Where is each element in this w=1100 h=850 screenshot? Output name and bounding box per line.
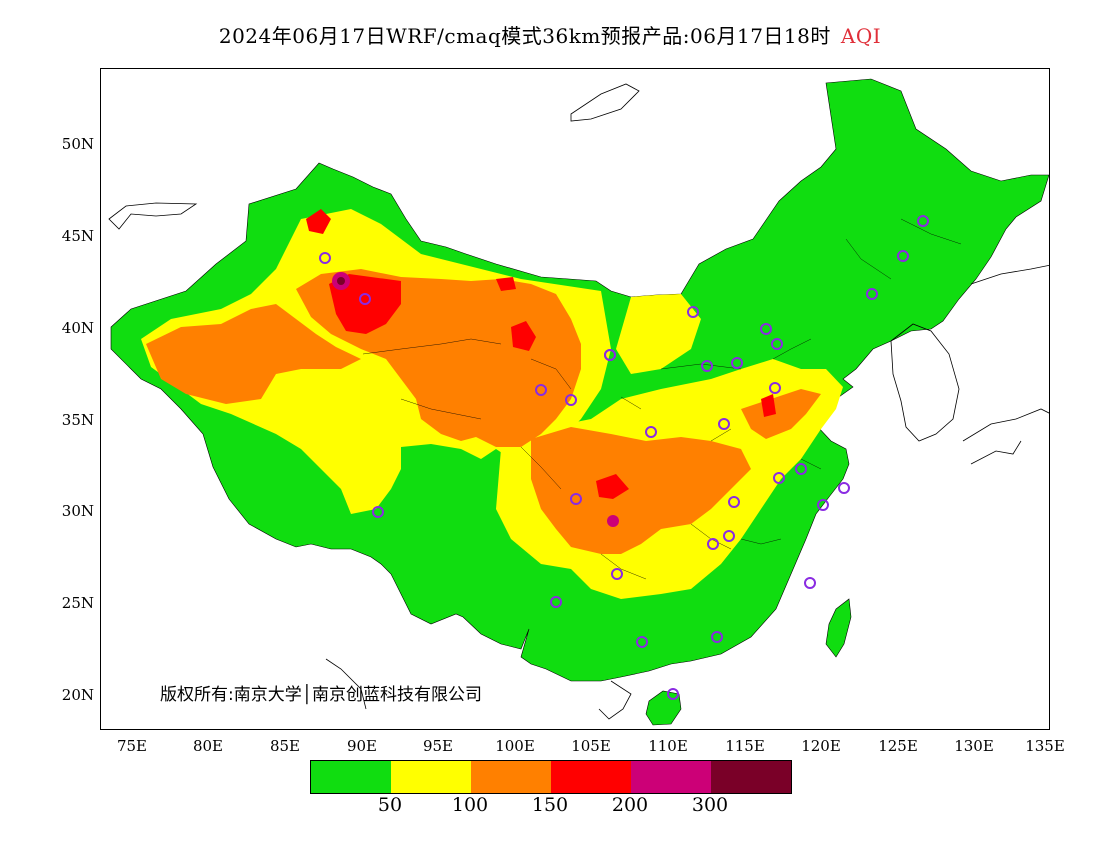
lon-label-75e: 75E [116,737,148,755]
aqi-zone-red-6 [761,394,776,417]
lon-label-120e: 120E [801,737,841,755]
station-marker [795,463,807,475]
station-marker [565,394,577,406]
title-main: 2024年06月17日WRF/cmaq模式36km预报产品:06月17日18时 [218,24,831,48]
lon-label-80e: 80E [192,737,224,755]
coast-japan [962,408,1049,465]
station-marker [897,250,909,262]
hainan-island [645,690,682,726]
station-marker [707,538,719,550]
station-marker [535,384,547,396]
station-marker [866,288,878,300]
copyright-text: 版权所有:南京大学│南京创蓝科技有限公司 [160,685,482,705]
station-marker [636,636,648,648]
station-marker [728,496,740,508]
legend-label-100: 100 [451,794,489,816]
taiwan-island [825,598,852,658]
province-boundaries [362,218,962,580]
station-marker [773,472,785,484]
station-marker [731,357,743,369]
lat-label-35n: 35N [61,411,94,429]
station-marker [667,688,679,700]
lon-label-135e: 135E [1025,737,1065,755]
legend-swatch-100-150 [471,761,551,793]
station-marker [611,568,623,580]
aqi-map [100,68,1050,730]
title-highlight: AQI [840,24,882,48]
aqi-zone-red-5 [496,277,516,291]
coast-caspian [108,202,198,230]
lon-label-130e: 130E [954,737,994,755]
aqi-zone-darkred-1 [337,277,345,285]
station-marker [723,530,735,542]
lat-label-50n: 50N [61,135,94,153]
legend-swatch-300-plus [711,761,791,793]
aqi-zone-red-4 [596,474,629,499]
station-marker [372,506,384,518]
station-marker [838,482,850,494]
aqi-zone-purple-2 [607,515,619,527]
legend-label-50: 50 [377,794,403,816]
legend-swatch-50-100 [391,761,471,793]
legend-swatch-150-200 [551,761,631,793]
aqi-zone-orange-west [146,304,361,404]
station-marker [687,306,699,318]
aqi-zone-red-3 [511,321,536,351]
station-marker [645,426,657,438]
lat-label-20n: 20N [61,686,94,704]
station-markers [319,215,929,700]
legend-swatch-200-300 [631,761,711,793]
station-marker [604,349,616,361]
station-marker [359,293,371,305]
station-marker [319,252,331,264]
legend-label-300: 300 [691,794,729,816]
aqi-zone-yellow-north [616,294,701,374]
legend-swatch-0-50 [311,761,391,793]
station-marker [711,631,723,643]
station-marker [718,418,730,430]
coast-indochina [325,658,632,720]
coast-russia-east [970,264,1049,285]
station-marker [760,323,772,335]
station-marker [570,493,582,505]
station-marker [550,596,562,608]
aqi-zone-red-2 [306,209,331,234]
coast-korea [890,323,960,442]
coast-north [570,83,640,122]
station-marker [769,382,781,394]
lat-label-30n: 30N [61,502,94,520]
chart-title: 2024年06月17日WRF/cmaq模式36km预报产品:06月17日18时 A… [0,20,1100,49]
aqi-zone-orange-central [531,427,751,554]
lat-label-40n: 40N [61,319,94,337]
lon-label-115e: 115E [725,737,765,755]
aqi-legend [310,760,792,794]
legend-label-200: 200 [611,794,649,816]
station-marker [804,577,816,589]
lon-label-125e: 125E [878,737,918,755]
station-marker [771,338,783,350]
lat-label-45n: 45N [61,227,94,245]
lon-label-110e: 110E [648,737,688,755]
aqi-zone-orange-east [741,389,821,439]
station-marker [917,215,929,227]
lon-label-85e: 85E [269,737,301,755]
station-marker [817,499,829,511]
legend-label-150: 150 [531,794,569,816]
lon-label-95e: 95E [422,737,454,755]
lat-label-25n: 25N [61,594,94,612]
lon-label-105e: 105E [571,737,611,755]
lon-label-90e: 90E [346,737,378,755]
station-marker [701,360,713,372]
map-svg [108,78,1049,726]
lon-label-100e: 100E [495,737,535,755]
